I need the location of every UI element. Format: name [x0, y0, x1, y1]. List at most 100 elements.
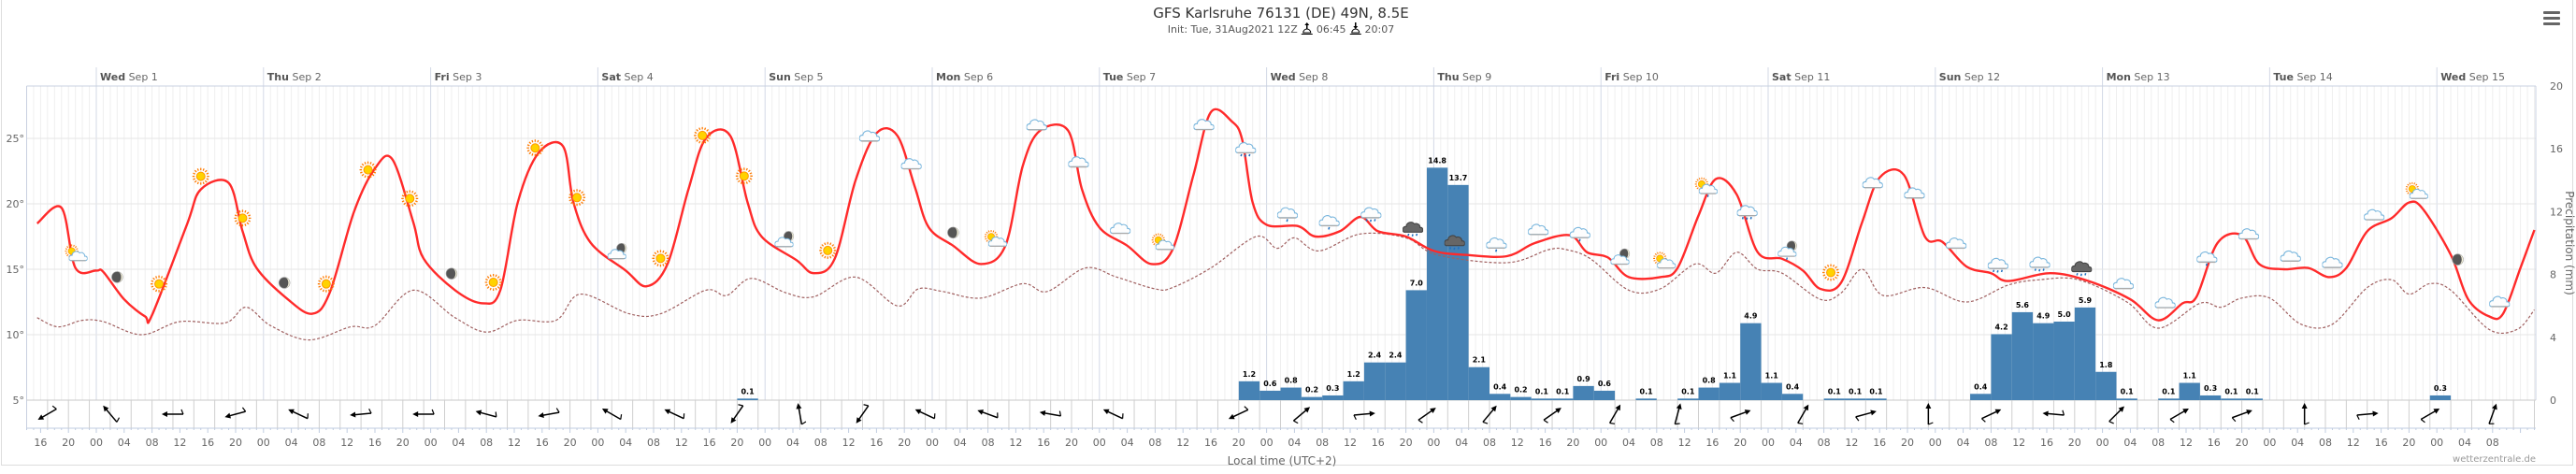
x-tick-label: 12 — [1511, 437, 1524, 449]
day-label-date: Sep 5 — [791, 71, 824, 83]
precip-bar — [2241, 398, 2263, 400]
day-label-date: Sep 13 — [2131, 71, 2170, 83]
wind-barb — [431, 409, 435, 415]
precip-label: 0.4 — [1786, 382, 1800, 391]
wind-barb — [1609, 422, 1616, 424]
precip-label: 0.8 — [1703, 377, 1717, 385]
wind-arrow-shaft — [1043, 412, 1061, 417]
sunrise-icon — [1301, 22, 1313, 35]
wind-barb — [738, 404, 743, 407]
wind-arrow — [161, 409, 184, 417]
precip-label: 4.9 — [1744, 312, 1758, 321]
x-tick-label: 04 — [1455, 437, 1468, 449]
x-tick-label: 16 — [2208, 437, 2221, 449]
x-tick-label: 12 — [2180, 437, 2193, 449]
x-tick-label: 00 — [2430, 437, 2443, 449]
wind-arrow-head — [2301, 403, 2308, 409]
chart-title: GFS Karlsruhe 76131 (DE) 49N, 8.5E — [1153, 5, 1409, 22]
wind-arrow — [475, 409, 497, 418]
wind-arrow-shaft — [1482, 409, 1495, 423]
moon-cloud-icon — [774, 231, 795, 248]
hamburger-menu-icon[interactable] — [2543, 11, 2560, 25]
precip-bar — [1238, 381, 1260, 400]
day-label-weekday: Wed — [1271, 71, 1296, 83]
wind-arrow — [2169, 408, 2189, 424]
wind-arrow-shaft — [1608, 408, 1619, 424]
precip-bar — [1593, 390, 1616, 400]
x-tick-label: 04 — [786, 437, 799, 449]
precip-bar — [1761, 382, 1782, 400]
moon-glyph — [111, 271, 123, 283]
wind-arrow-shaft — [857, 405, 870, 421]
precip-bar — [2095, 371, 2117, 400]
x-tick-label: 00 — [591, 437, 604, 449]
x-tick-label: 08 — [1483, 437, 1496, 449]
day-label: Sun Sep 5 — [769, 71, 823, 83]
wind-arrow-shaft — [1797, 408, 1807, 424]
precip-bar — [1865, 398, 1887, 400]
precip-label: 0.1 — [2246, 387, 2260, 395]
wind-arrow-head — [2433, 409, 2440, 414]
day-label-date: Sep 10 — [1619, 71, 1659, 83]
day-label-weekday: Fri — [1605, 71, 1619, 83]
wind-arrow-shaft — [480, 411, 497, 418]
wind-arrow-shaft — [668, 410, 684, 420]
drop1-glyph — [1286, 218, 1288, 223]
wind-barb — [51, 405, 57, 409]
wind-barb — [1244, 406, 1249, 410]
sunrise-time: 06:45 — [1316, 22, 1346, 36]
x-tick-label: 16 — [703, 437, 716, 449]
precip-bar — [1322, 395, 1344, 400]
x-tick-label: 00 — [2263, 437, 2276, 449]
wind-barb — [1730, 417, 1734, 423]
wind-barb — [2062, 409, 2065, 416]
precip-label: 13.7 — [1449, 174, 1468, 182]
precip-bar — [2074, 307, 2096, 400]
wind-arrow-shaft — [1981, 410, 1998, 420]
moon-cloud-icon — [1610, 248, 1631, 266]
x-tick-label: 16 — [34, 437, 47, 449]
x-tick-label: 08 — [1148, 437, 1161, 449]
wind-arrow — [37, 405, 57, 420]
precip-bar — [2033, 323, 2054, 400]
precip-label: 0.1 — [2162, 387, 2176, 395]
y-right-tick-label: 8 — [2550, 269, 2556, 281]
day-label-date: Sep 6 — [960, 71, 993, 83]
precip-bar — [1385, 362, 1406, 400]
wind-arrow — [977, 409, 999, 419]
precip-bar — [737, 398, 758, 400]
day-label-date: Sep 2 — [289, 71, 322, 83]
wind-barb — [2304, 422, 2310, 425]
x-tick-label: 04 — [285, 437, 298, 449]
day-label-date: Sep 7 — [1123, 71, 1156, 83]
x-tick-label: 04 — [118, 437, 131, 449]
drop1-glyph — [1495, 249, 1498, 253]
wind-barb — [620, 414, 623, 420]
y-right-tick-label: 4 — [2550, 332, 2556, 344]
chart-subtitle: Init: Tue, 31Aug2021 12Z 06:45 20:07 — [1168, 22, 1394, 36]
day-label-weekday: Sat — [601, 71, 621, 83]
wind-barb — [180, 409, 184, 415]
day-label-weekday: Sat — [1772, 71, 1792, 83]
day-label: Thu Sep 2 — [267, 71, 322, 83]
moon-glyph — [278, 277, 291, 289]
y-right-tick-label: 16 — [2550, 143, 2563, 155]
wind-arrow-shaft — [292, 410, 309, 420]
day-label-date: Sep 4 — [621, 71, 654, 83]
precip-label: 4.2 — [1994, 323, 2008, 331]
wind-barb — [801, 421, 807, 425]
precip-label: 1.1 — [1765, 372, 1779, 381]
precip-label: 0.1 — [1535, 387, 1549, 395]
y-left-tick-label: 25° — [7, 133, 25, 145]
x-tick-label: 00 — [257, 437, 270, 449]
precip-label: 0.4 — [1974, 382, 1988, 391]
precip-label: 0.1 — [741, 387, 755, 395]
precip-label: 2.1 — [1473, 356, 1487, 365]
wind-barb — [1353, 414, 1357, 421]
day-label-date: Sep 9 — [1460, 71, 1492, 83]
wind-arrow — [1797, 404, 1809, 424]
wind-barb — [368, 408, 372, 414]
wind-barb — [683, 413, 685, 419]
wind-arrows — [37, 403, 2497, 425]
